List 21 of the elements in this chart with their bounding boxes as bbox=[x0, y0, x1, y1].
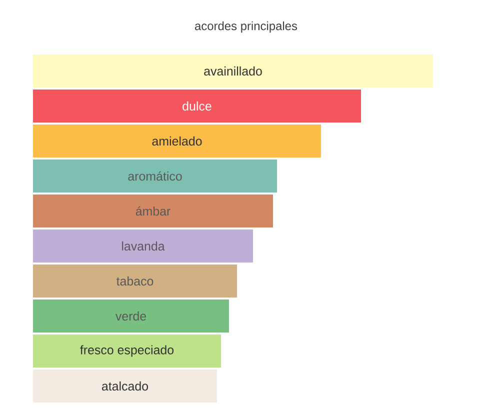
chart-title: acordes principales bbox=[195, 21, 298, 33]
y-tick-label: verde bbox=[115, 311, 146, 321]
y-tick-label: tabaco bbox=[116, 276, 154, 286]
bar bbox=[33, 54, 434, 88]
bar bbox=[33, 124, 322, 158]
bar bbox=[33, 194, 274, 228]
y-tick-label: fresco especiado bbox=[80, 345, 174, 357]
y-tick-label: avainillado bbox=[204, 66, 262, 76]
y-tick-label: atalcado bbox=[102, 381, 148, 391]
bar bbox=[33, 334, 222, 368]
y-tick-label: amielado bbox=[152, 136, 202, 146]
y-tick-label: dulce bbox=[182, 101, 212, 111]
bar bbox=[33, 370, 218, 403]
bar bbox=[33, 160, 278, 193]
bar bbox=[33, 90, 362, 122]
bar bbox=[33, 264, 238, 298]
y-tick-label: lavanda bbox=[122, 241, 165, 251]
bar bbox=[33, 300, 230, 333]
y-tick-label: aromático bbox=[128, 171, 182, 181]
bar bbox=[33, 230, 254, 263]
y-tick-label: ámbar bbox=[136, 206, 170, 216]
